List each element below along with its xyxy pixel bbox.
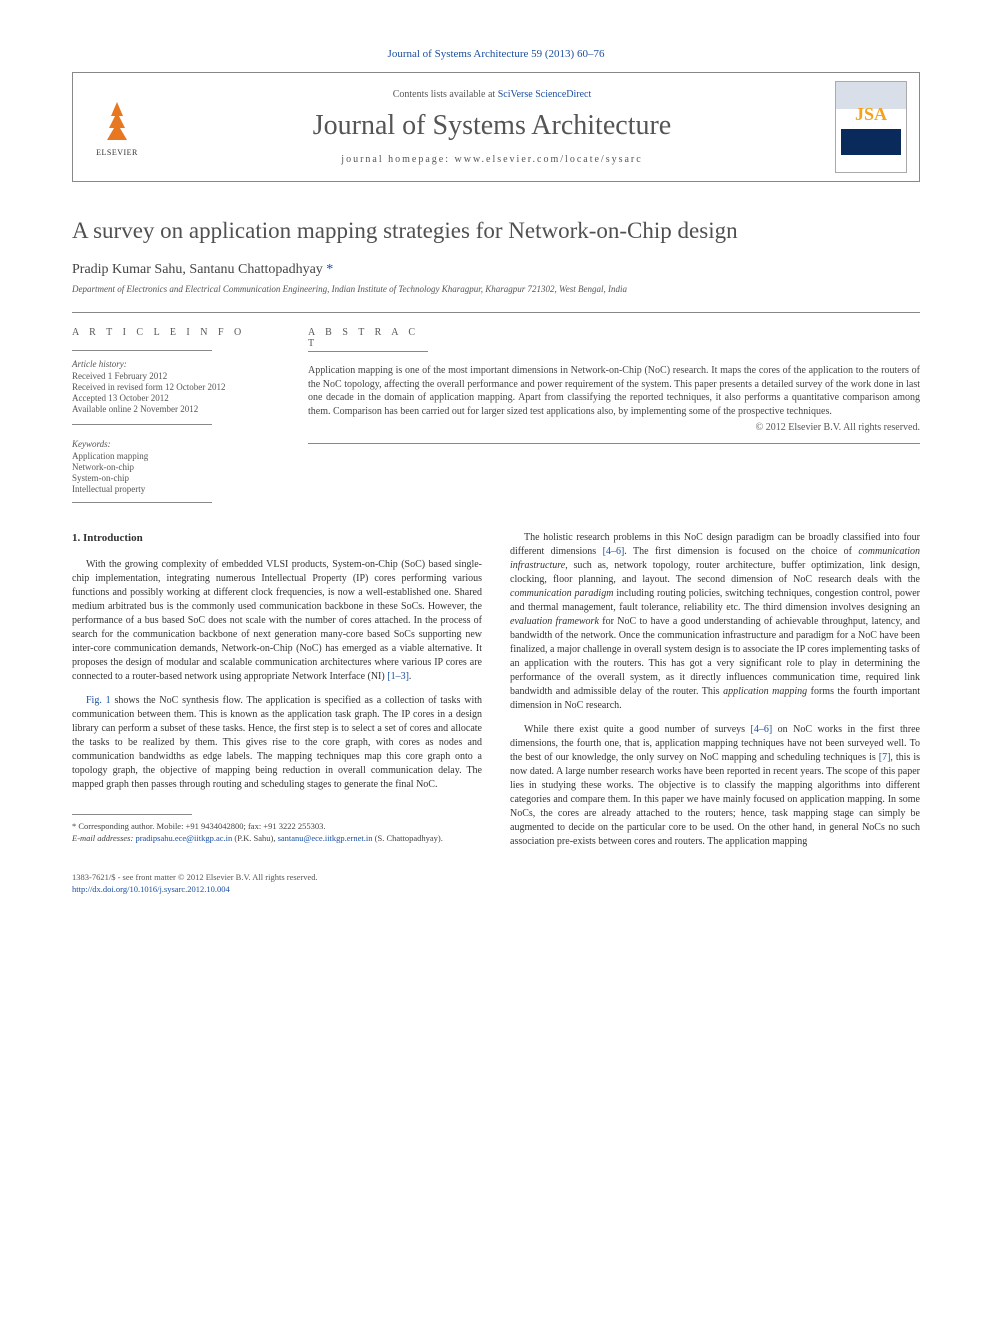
column-left: 1. Introduction With the growing complex… xyxy=(72,531,482,896)
body-text: for NoC to have a good understanding of … xyxy=(510,616,920,697)
column-right: The holistic research problems in this N… xyxy=(510,531,920,896)
email-link[interactable]: santanu@ece.iitkgp.ernet.in xyxy=(278,833,373,843)
citation-link[interactable]: [7] xyxy=(879,752,891,763)
article-meta-row: A R T I C L E I N F O Article history: R… xyxy=(72,312,920,503)
history-item: Available online 2 November 2012 xyxy=(72,404,272,414)
issn-block: 1383-7621/$ - see front matter © 2012 El… xyxy=(72,872,482,896)
article-info-heading: A R T I C L E I N F O xyxy=(72,327,272,338)
corresponding-asterisk: * xyxy=(323,262,334,277)
citation-link[interactable]: [4–6] xyxy=(603,546,625,557)
masthead: ELSEVIER Contents lists available at Sci… xyxy=(72,72,920,182)
abstract-text: Application mapping is one of the most i… xyxy=(308,364,920,418)
history-label: Article history: xyxy=(72,359,272,369)
paragraph: Fig. 1 shows the NoC synthesis flow. The… xyxy=(72,694,482,792)
email-who: (P.K. Sahu), xyxy=(232,833,277,843)
citation-link[interactable]: [1–3] xyxy=(387,671,409,682)
affiliation: Department of Electronics and Electrical… xyxy=(72,284,920,294)
history-item: Accepted 13 October 2012 xyxy=(72,393,272,403)
history-item: Received 1 February 2012 xyxy=(72,371,272,381)
citation-link[interactable]: [4–6] xyxy=(751,724,773,735)
article-info-block: A R T I C L E I N F O Article history: R… xyxy=(72,327,272,503)
doi-link[interactable]: http://dx.doi.org/10.1016/j.sysarc.2012.… xyxy=(72,884,230,894)
keyword: Intellectual property xyxy=(72,484,272,494)
author-emails: E-mail addresses: pradipsahu.ece@iitkgp.… xyxy=(72,833,482,844)
body-text: With the growing complexity of embedded … xyxy=(72,559,482,682)
journal-title: Journal of Systems Architecture xyxy=(149,110,835,142)
body-text: shows the NoC synthesis flow. The applic… xyxy=(72,695,482,790)
keywords-label: Keywords: xyxy=(72,439,272,449)
cover-strip xyxy=(841,129,901,155)
emphasis: communication paradigm xyxy=(510,588,613,599)
keyword: Network-on-chip xyxy=(72,462,272,472)
email-link[interactable]: pradipsahu.ece@iitkgp.ac.in xyxy=(135,833,232,843)
contents-line: Contents lists available at SciVerse Sci… xyxy=(149,89,835,100)
keyword: Application mapping xyxy=(72,451,272,461)
body-text: , such as, network topology, router arch… xyxy=(510,560,920,585)
journal-cover-thumbnail: JSA xyxy=(835,81,907,173)
paragraph: While there exist quite a good number of… xyxy=(510,723,920,849)
abstract-copyright: © 2012 Elsevier B.V. All rights reserved… xyxy=(308,422,920,433)
publisher-name: ELSEVIER xyxy=(96,148,138,157)
abstract-heading: A B S T R A C T xyxy=(308,327,428,352)
tree-icon xyxy=(97,98,137,148)
figure-link[interactable]: Fig. 1 xyxy=(86,695,111,706)
emphasis: application mapping xyxy=(723,686,807,697)
email-label: E-mail addresses: xyxy=(72,833,133,843)
issn-line: 1383-7621/$ - see front matter © 2012 El… xyxy=(72,872,482,884)
body-text: While there exist quite a good number of… xyxy=(524,724,751,735)
body-text: . xyxy=(409,671,412,682)
contents-prefix: Contents lists available at xyxy=(393,89,498,100)
sciencedirect-link[interactable]: SciVerse ScienceDirect xyxy=(498,89,592,100)
journal-homepage: journal homepage: www.elsevier.com/locat… xyxy=(149,154,835,165)
body-columns: 1. Introduction With the growing complex… xyxy=(72,531,920,896)
history-item: Received in revised form 12 October 2012 xyxy=(72,382,272,392)
cover-code: JSA xyxy=(855,104,887,125)
abstract-block: A B S T R A C T Application mapping is o… xyxy=(308,327,920,503)
section-heading: 1. Introduction xyxy=(72,531,482,546)
paragraph: With the growing complexity of embedded … xyxy=(72,558,482,684)
body-text: . The first dimension is focused on the … xyxy=(624,546,858,557)
keyword: System-on-chip xyxy=(72,473,272,483)
article-title: A survey on application mapping strategi… xyxy=(72,218,920,244)
corresponding-author-note: * Corresponding author. Mobile: +91 9434… xyxy=(72,821,482,832)
masthead-center: Contents lists available at SciVerse Sci… xyxy=(149,89,835,165)
authors: Pradip Kumar Sahu, Santanu Chattopadhyay… xyxy=(72,262,920,278)
paragraph: The holistic research problems in this N… xyxy=(510,531,920,713)
body-text: , this is now dated. A large number rese… xyxy=(510,752,920,847)
author-names: Pradip Kumar Sahu, Santanu Chattopadhyay xyxy=(72,262,323,277)
email-who: (S. Chattopadhyay). xyxy=(373,833,443,843)
publisher-logo: ELSEVIER xyxy=(85,91,149,163)
corr-text: Corresponding author. Mobile: +91 943404… xyxy=(76,821,325,831)
running-head-citation: Journal of Systems Architecture 59 (2013… xyxy=(72,48,920,60)
emphasis: evaluation framework xyxy=(510,616,599,627)
